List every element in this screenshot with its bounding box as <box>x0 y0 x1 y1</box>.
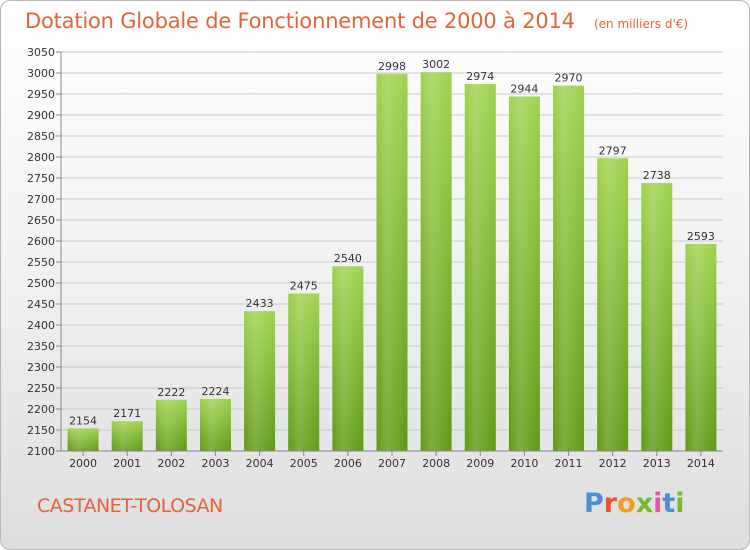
bar-value-label: 2998 <box>378 60 406 73</box>
y-tick-label: 2250 <box>27 382 55 395</box>
x-tick-label: 2011 <box>555 457 583 470</box>
y-tick-label: 2750 <box>27 172 55 185</box>
y-tick-label: 2350 <box>27 340 55 353</box>
y-tick-label: 2200 <box>27 403 55 416</box>
y-tick-label: 3000 <box>27 67 55 80</box>
y-tick-label: 2450 <box>27 298 55 311</box>
bar-shine <box>641 183 673 452</box>
y-tick-label: 2300 <box>27 361 55 374</box>
x-tick-label: 2006 <box>334 457 362 470</box>
x-tick-label: 2005 <box>290 457 318 470</box>
x-tick-label: 2010 <box>510 457 538 470</box>
logo-letter: o <box>617 488 636 519</box>
bar-shine <box>508 96 540 452</box>
bar-value-label: 3002 <box>422 58 450 71</box>
x-tick-label: 2008 <box>422 457 450 470</box>
bar-shine <box>553 85 585 451</box>
bar-value-label: 2738 <box>643 169 671 182</box>
bar-shine <box>111 421 143 451</box>
bar-value-label: 2433 <box>246 297 274 310</box>
x-tick-label: 2007 <box>378 457 406 470</box>
bar-shine <box>155 399 187 451</box>
bar-shine <box>332 266 364 451</box>
y-tick-label: 2500 <box>27 277 55 290</box>
bar-value-label: 2974 <box>466 70 494 83</box>
y-tick-label: 2800 <box>27 151 55 164</box>
x-tick-label: 2009 <box>466 457 494 470</box>
x-tick-label: 2000 <box>69 457 97 470</box>
x-tick-label: 2013 <box>643 457 671 470</box>
bar-shine <box>420 72 452 451</box>
bar-value-label: 2171 <box>113 407 141 420</box>
title-block: Dotation Globale de Fonctionnement de 20… <box>25 9 688 33</box>
x-tick-label: 2004 <box>246 457 274 470</box>
x-tick-label: 2014 <box>687 457 715 470</box>
x-tick-label: 2003 <box>201 457 229 470</box>
chart-unit: (en milliers d'€) <box>593 17 689 31</box>
bar-shine <box>244 311 276 451</box>
bar-shine <box>199 398 231 451</box>
bar-value-label: 2797 <box>599 144 627 157</box>
city-name: CASTANET-TOLOSAN <box>37 495 223 517</box>
y-tick-label: 2100 <box>27 445 55 458</box>
bar-value-label: 2970 <box>555 72 583 85</box>
logo-letter: i <box>675 488 685 519</box>
bar-shine <box>597 158 629 451</box>
bar-shine <box>288 293 320 451</box>
bar-value-label: 2593 <box>687 230 715 243</box>
bar-value-label: 2475 <box>290 280 318 293</box>
bar-shine <box>464 83 496 452</box>
logo-letter: x <box>635 488 654 519</box>
y-tick-label: 2150 <box>27 424 55 437</box>
y-tick-label: 3050 <box>27 46 55 59</box>
x-tick-label: 2012 <box>599 457 627 470</box>
y-tick-label: 2400 <box>27 319 55 332</box>
y-axis: 2100 2150 2200 2250 2300 2350 2400 2450 2500 2550… <box>27 46 62 458</box>
bar-shine <box>67 428 99 451</box>
y-tick-label: 2950 <box>27 88 55 101</box>
x-axis: 2000 2001 2002 2003 2004 2005 2006 2007 2008 2009… <box>61 450 723 470</box>
logo-letter: P <box>584 488 604 519</box>
y-tick-label: 2650 <box>27 214 55 227</box>
proxiti-logo: Proxiti <box>584 488 685 519</box>
bar-shine <box>376 73 408 451</box>
y-tick-label: 2550 <box>27 256 55 269</box>
bar-value-label: 2222 <box>157 386 185 399</box>
y-tick-label: 2600 <box>27 235 55 248</box>
x-tick-label: 2002 <box>157 457 185 470</box>
bar-value-label: 2224 <box>201 385 229 398</box>
x-tick-label: 2001 <box>113 457 141 470</box>
logo-letter: r <box>603 488 618 519</box>
logo-letter: t <box>662 488 676 519</box>
bar-shine <box>685 243 717 451</box>
y-tick-label: 2900 <box>27 109 55 122</box>
logo-letter: i <box>653 488 663 519</box>
bars: 2154 2171 2222 2224 2433 2475 2540 2998 3002 2974… <box>67 58 717 452</box>
y-tick-label: 2700 <box>27 193 55 206</box>
bar-value-label: 2154 <box>69 414 97 427</box>
y-tick-label: 2850 <box>27 130 55 143</box>
bar-value-label: 2540 <box>334 252 362 265</box>
chart-title: Dotation Globale de Fonctionnement de 20… <box>25 9 575 33</box>
bar-value-label: 2944 <box>510 83 538 96</box>
